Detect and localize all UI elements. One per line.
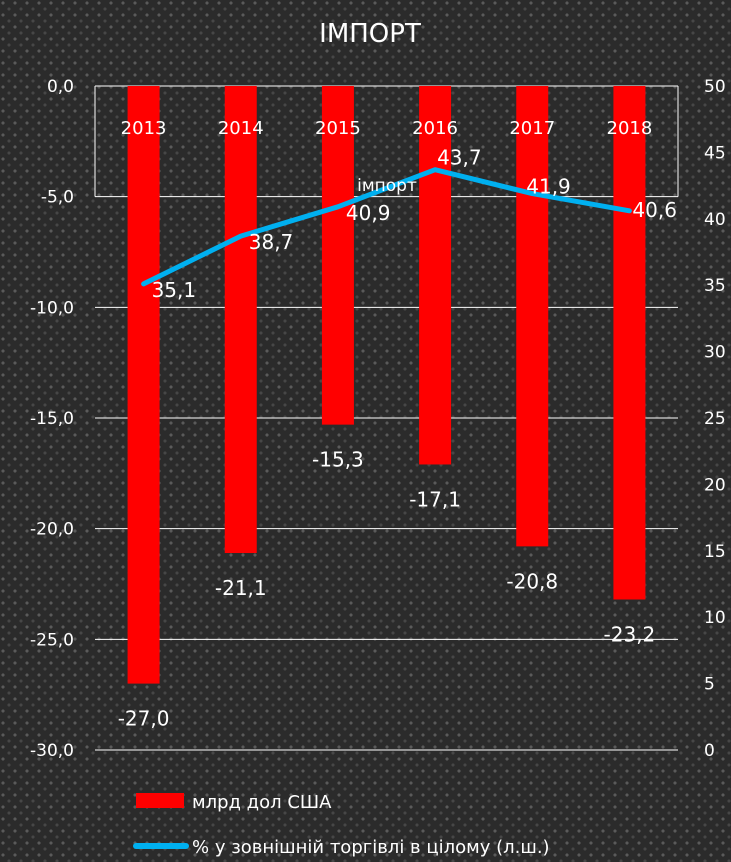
bar-data-label: -21,1: [215, 576, 267, 600]
right-tick-label: 45: [704, 143, 726, 163]
bar-data-labels: -27,0 -21,1 -15,3 -17,1 -20,8 -23,2: [118, 448, 656, 731]
line-data-label: 41,9: [526, 175, 571, 199]
bar: [419, 86, 452, 465]
bar: [516, 86, 549, 547]
left-tick-label: -20,0: [30, 520, 74, 540]
line-data-labels: 35,1 38,7 40,9 43,7 41,9 40,6: [152, 146, 677, 302]
legend-bar-label: млрд дол США: [192, 792, 332, 813]
left-tick-label: -30,0: [30, 741, 74, 761]
line-series: [141, 167, 632, 287]
legend-line-label: % у зовнішній торгівлі в цілому (л.ш.): [192, 837, 550, 858]
bar-data-label: -20,8: [506, 569, 558, 593]
bar: [613, 86, 646, 600]
right-tick-label: 35: [704, 276, 726, 296]
line-data-label: 40,6: [632, 198, 677, 222]
right-tick-label: 0: [704, 741, 715, 761]
line-data-label: 40,9: [346, 201, 391, 225]
right-tick-label: 25: [704, 409, 726, 429]
category-label: 2016: [412, 118, 458, 139]
right-tick-label: 20: [704, 475, 726, 495]
bar-data-label: -27,0: [118, 707, 170, 731]
legend-bar-swatch: [136, 793, 184, 808]
left-tick-label: -10,0: [30, 298, 74, 318]
right-tick-label: 40: [704, 210, 726, 230]
category-label: 2015: [315, 118, 361, 139]
category-label: 2018: [607, 118, 653, 139]
right-tick-label: 50: [704, 77, 726, 97]
bar-series: [127, 86, 646, 684]
left-tick-label: -5,0: [41, 188, 74, 208]
left-axis: 0,0 -5,0 -10,0 -15,0 -20,0 -25,0 -30,0: [30, 77, 74, 761]
line-data-label: 43,7: [437, 146, 482, 170]
line-data-label: 35,1: [152, 278, 197, 302]
chart-title: ІМПОРТ: [319, 19, 421, 49]
right-tick-label: 10: [704, 608, 726, 628]
left-tick-label: 0,0: [47, 77, 74, 97]
series-line: [141, 167, 632, 287]
right-tick-label: 30: [704, 343, 726, 363]
left-tick-label: -25,0: [30, 630, 74, 650]
category-label: 2017: [509, 118, 555, 139]
grid-lines: [94, 85, 679, 751]
bar-data-label: -17,1: [409, 487, 461, 511]
right-tick-label: 5: [704, 675, 715, 695]
bar: [127, 86, 160, 684]
category-label: 2013: [121, 118, 167, 139]
line-data-label: 38,7: [249, 230, 294, 254]
right-tick-label: 15: [704, 542, 726, 562]
bar-data-label: -15,3: [312, 448, 364, 472]
chart-annotation: імпорт: [357, 176, 417, 196]
bar: [321, 86, 354, 425]
category-labels: 2013 2014 2015 2016 2017 2018: [121, 118, 653, 139]
bar: [224, 86, 257, 554]
bar-data-label: -23,2: [604, 622, 656, 646]
category-label: 2014: [218, 118, 264, 139]
left-tick-label: -15,0: [30, 409, 74, 429]
